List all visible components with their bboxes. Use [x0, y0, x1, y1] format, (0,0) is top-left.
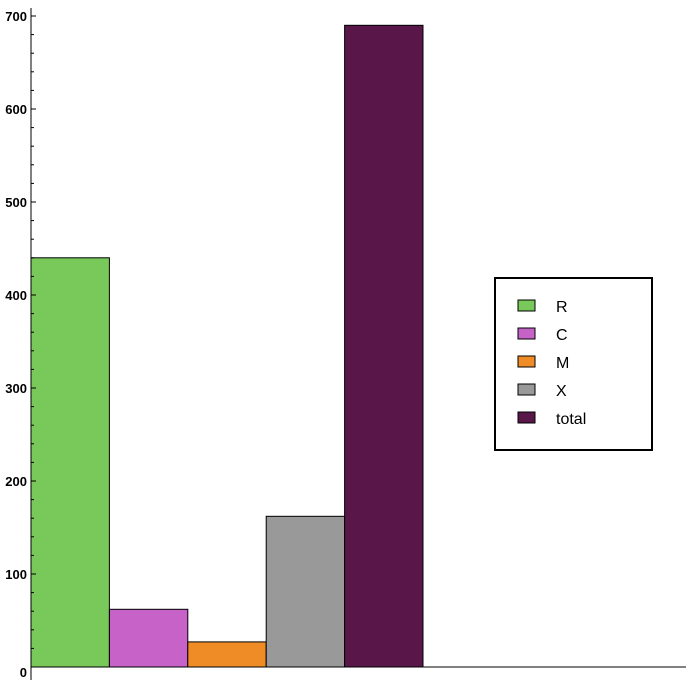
bars-group	[30, 24, 424, 668]
legend-swatch-r	[517, 299, 536, 312]
legend-swatch-m	[517, 355, 536, 368]
legend-label-r: R	[556, 299, 568, 316]
bar-r	[30, 257, 110, 668]
axes-group: 0 100 200 300 400 500 600 700	[5, 8, 686, 680]
legend-swatch-total	[517, 411, 536, 424]
y-tick-label: 700	[5, 9, 27, 24]
y-tick-label: 0	[20, 665, 27, 680]
legend-label-total: total	[556, 411, 586, 428]
y-tick-label: 500	[5, 195, 27, 210]
bar-c	[108, 608, 189, 668]
legend-swatch-x	[517, 383, 536, 396]
y-tick-label: 300	[5, 381, 27, 396]
legend-label-m: M	[556, 355, 569, 372]
y-tick-label: 400	[5, 288, 27, 303]
y-tick-label: 100	[5, 567, 27, 582]
y-tick-label: 600	[5, 102, 27, 117]
legend-swatch-c	[517, 327, 536, 340]
bar-total	[344, 24, 424, 668]
legend-label-c: C	[556, 327, 568, 344]
y-tick-label: 200	[5, 474, 27, 489]
bar-x	[265, 515, 346, 668]
bar-m	[187, 641, 267, 668]
legend-label-x: X	[556, 383, 567, 400]
